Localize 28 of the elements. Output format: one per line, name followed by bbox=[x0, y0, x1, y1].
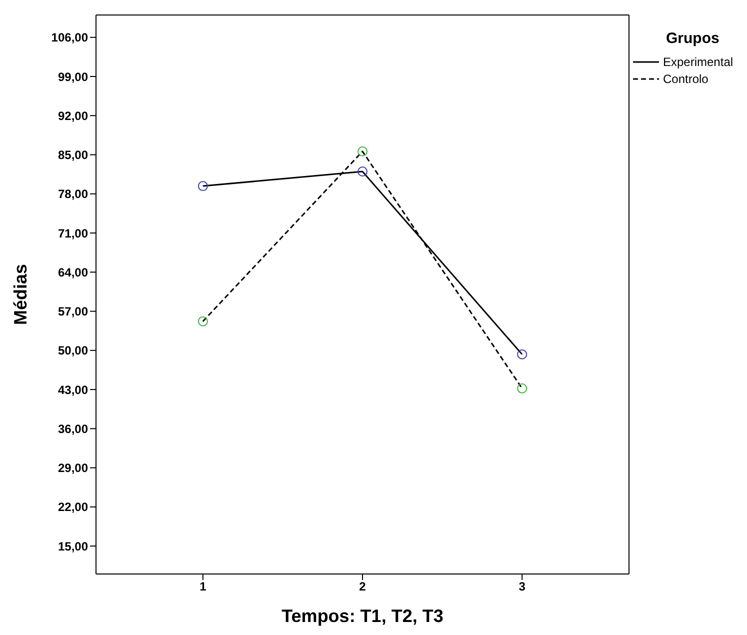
point bbox=[358, 146, 368, 156]
x-tick-label: 3 bbox=[518, 580, 526, 594]
legend-title: Grupos bbox=[666, 30, 720, 47]
y-tick-label: 85,00 bbox=[58, 148, 88, 162]
y-tick-label: 29,00 bbox=[58, 461, 88, 476]
point bbox=[517, 383, 528, 394]
y-tick-label: 15,00 bbox=[58, 539, 88, 554]
y-tick-label: 64,00 bbox=[58, 265, 88, 280]
y-axis-title: Médias bbox=[10, 264, 30, 326]
y-tick-label: 57,00 bbox=[58, 304, 88, 319]
legend-label: Experimental bbox=[663, 54, 734, 68]
point bbox=[517, 349, 528, 360]
y-tick-label: 78,00 bbox=[58, 187, 88, 202]
x-tick-label: 1 bbox=[200, 580, 207, 594]
y-tick-label: 43,00 bbox=[58, 382, 88, 397]
point bbox=[198, 316, 208, 326]
point bbox=[198, 181, 208, 192]
x-axis-title: Tempos: T1, T2, T3 bbox=[282, 606, 444, 626]
x-tick-label: 2 bbox=[359, 580, 366, 594]
y-tick-label: 36,00 bbox=[58, 422, 88, 436]
legend-label: Controlo bbox=[663, 72, 708, 86]
y-tick-label: 92,00 bbox=[58, 108, 88, 123]
y-tick-label: 106,00 bbox=[51, 30, 88, 45]
point bbox=[358, 166, 368, 177]
y-tick-label: 22,00 bbox=[58, 500, 88, 514]
y-tick-label: 50,00 bbox=[58, 344, 88, 358]
y-tick-label: 71,00 bbox=[58, 226, 88, 240]
y-tick-label: 99,00 bbox=[58, 70, 88, 84]
